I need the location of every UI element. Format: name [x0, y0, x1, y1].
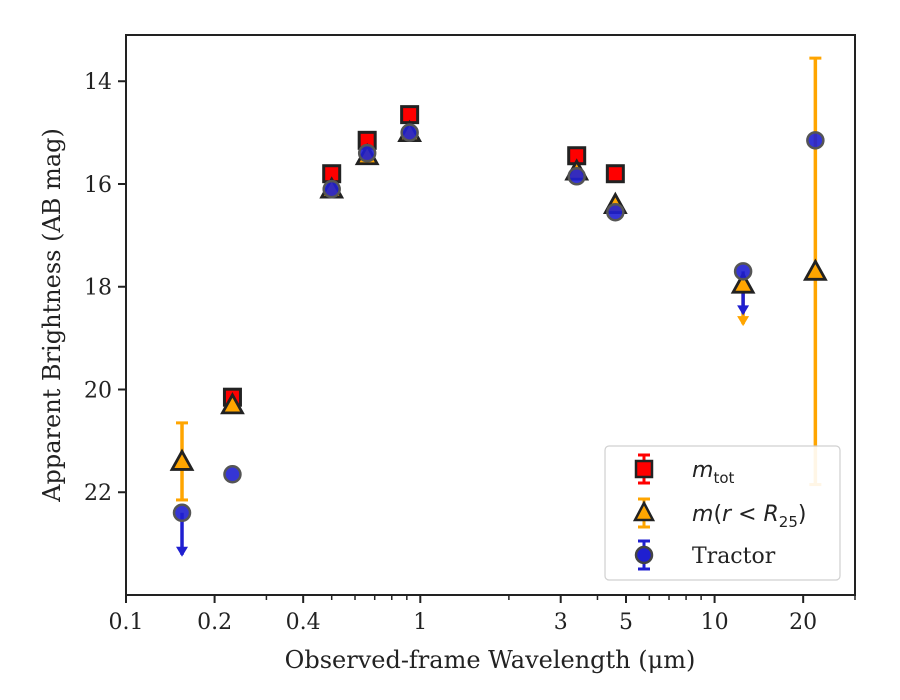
tractor-point	[606, 202, 625, 222]
tractor-point	[223, 465, 242, 484]
upper-limit-arrowhead	[737, 305, 750, 316]
x-tick-label: 10	[701, 610, 729, 635]
y-axis-ticks: 14 16 18 20 22	[84, 70, 126, 506]
mtot-point	[605, 164, 625, 184]
y-tick-label: 16	[84, 173, 112, 198]
tractor-point	[733, 262, 753, 281]
legend-entry-tractor: Tractor	[634, 539, 776, 571]
y-tick-label: 14	[84, 70, 112, 95]
legend-mr25-rendered: m(r < R25)	[692, 502, 806, 531]
mr25-point	[802, 258, 828, 281]
x-tick-label: 5	[619, 610, 633, 635]
tractor-point	[322, 179, 341, 199]
legend-entry-mr25: m(r < R25) m(r < R25)	[632, 497, 806, 531]
y-tick-label: 18	[84, 276, 112, 301]
x-tick-label: 3	[554, 610, 568, 635]
tractor-point	[567, 167, 586, 186]
mr25-point	[220, 392, 245, 415]
x-tick-label: 20	[789, 610, 817, 635]
x-tick-label: 0.2	[197, 610, 232, 635]
y-axis-label: Apparent Brightness (AB mag)	[38, 128, 66, 503]
legend-entry-mtot: m_tot mtot	[634, 453, 734, 487]
mr25-point	[730, 271, 756, 294]
legend-box	[604, 445, 841, 581]
tractor-point	[400, 123, 419, 142]
tractor-point	[172, 503, 192, 523]
legend-mtot-rendered: mtot	[692, 458, 734, 487]
legend: m_tot mtot m(r < R25) m(r < R25) Tractor	[604, 445, 841, 581]
x-axis-ticks: 0.1 0.2 0.4 1 3 5 10 20	[109, 595, 856, 635]
y-tick-label: 20	[84, 378, 112, 403]
tractor-point	[357, 143, 377, 163]
mr25-point	[169, 448, 195, 471]
x-tick-label: 0.1	[109, 610, 144, 635]
upper-limit-arrowhead	[176, 546, 189, 557]
upper-limit-arrowhead	[737, 316, 750, 327]
x-tick-label: 0.4	[286, 610, 321, 635]
legend-mtot-square-icon	[634, 459, 654, 479]
tractor-point	[806, 131, 825, 150]
plot-frame	[125, 34, 856, 596]
legend-tractor-label: Tractor	[692, 544, 776, 569]
legend-mr25-triangle-icon	[632, 500, 656, 522]
y-tick-label: 22	[84, 481, 112, 506]
x-tick-label: 1	[413, 610, 427, 635]
x-axis-label: Observed-frame Wavelength (μm)	[285, 646, 696, 674]
legend-tractor-circle-icon	[634, 545, 654, 565]
data-markers	[169, 105, 828, 523]
